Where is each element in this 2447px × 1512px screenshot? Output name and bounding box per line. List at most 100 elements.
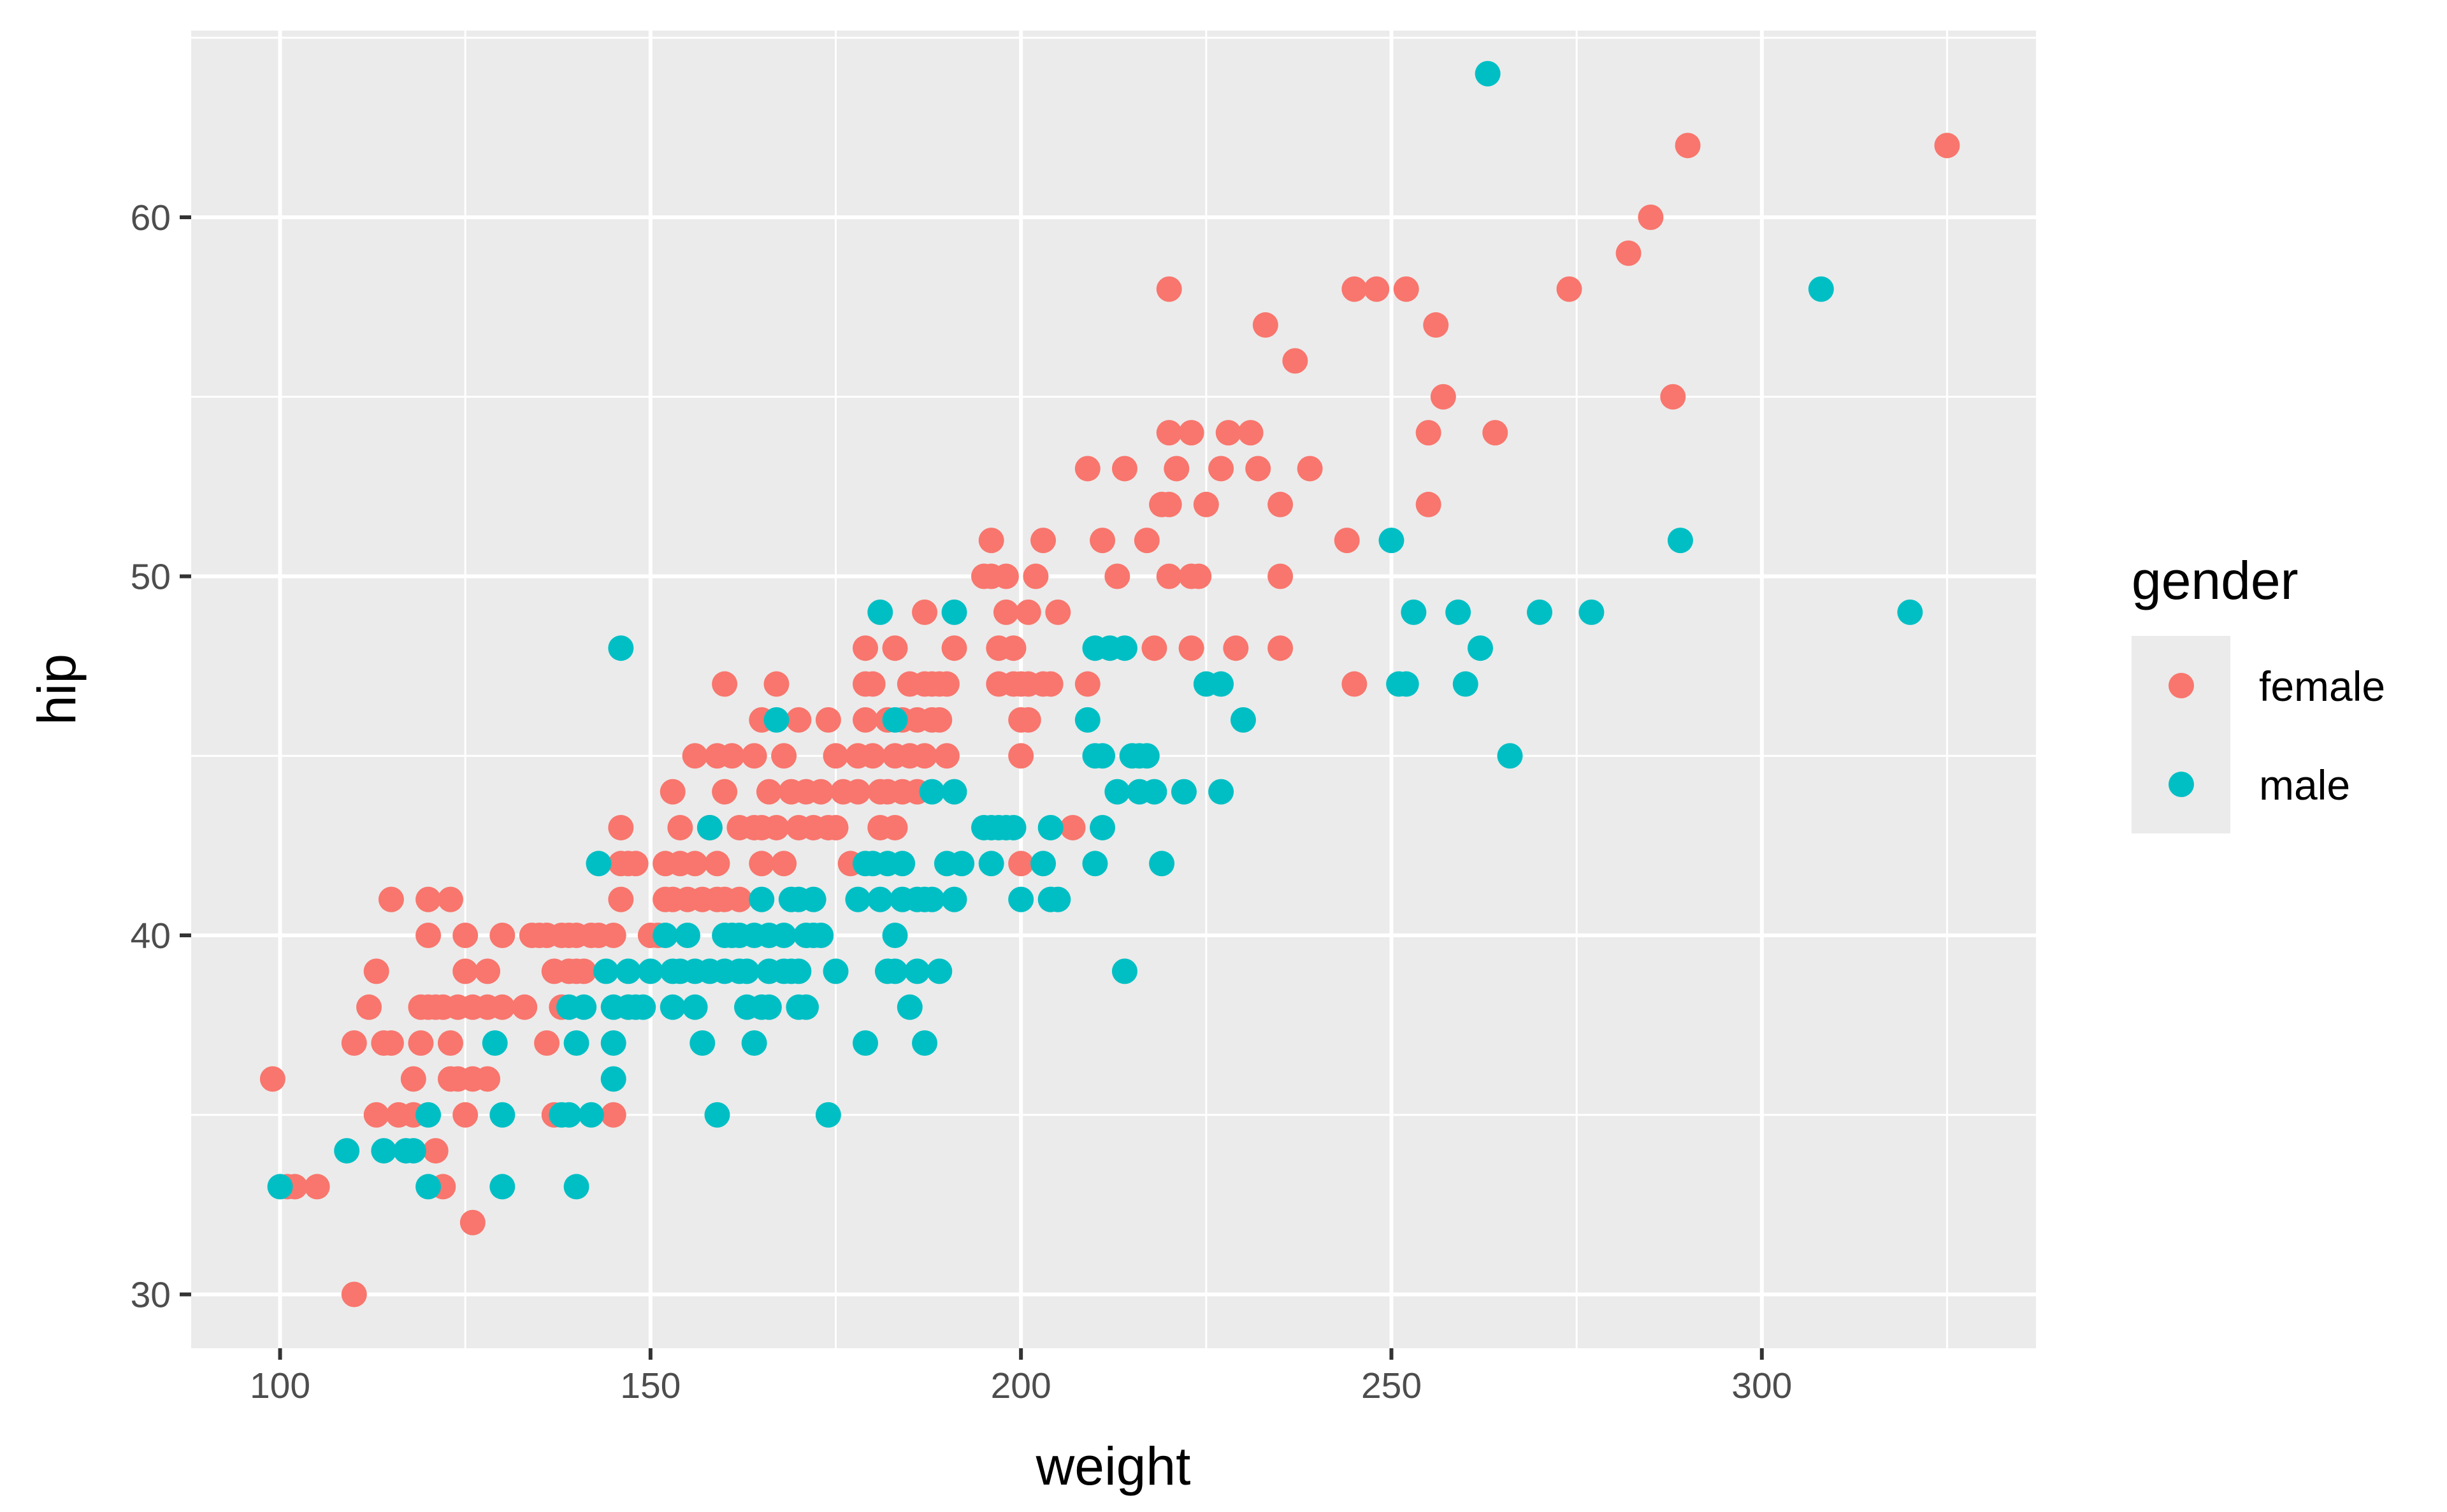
data-point-female: [452, 1102, 479, 1128]
data-point-male: [482, 1030, 508, 1056]
legend-label-male: male: [2259, 761, 2350, 809]
data-point-male: [845, 886, 871, 912]
data-point-male: [756, 994, 782, 1020]
data-point-male: [1208, 779, 1234, 805]
x-axis-title: weight: [1036, 1436, 1191, 1496]
data-point-male: [890, 851, 916, 877]
data-point-female: [1341, 671, 1368, 697]
data-point-female: [363, 958, 389, 984]
data-point-male: [1445, 599, 1471, 625]
data-point-male: [1667, 528, 1693, 554]
data-point-female: [1023, 563, 1049, 589]
data-point-male: [919, 779, 945, 805]
data-point-female: [1015, 707, 1041, 733]
data-point-male: [689, 1030, 716, 1056]
data-point-male: [1090, 814, 1116, 840]
data-point-female: [459, 1209, 486, 1235]
data-point-female: [341, 1281, 367, 1307]
data-point-male: [415, 1174, 442, 1200]
y-axis-ticks: 30 40 50 60: [131, 198, 191, 1315]
data-point-female: [712, 671, 738, 697]
data-point-male: [1468, 635, 1494, 661]
data-point-female: [941, 635, 967, 661]
data-point-female: [1178, 420, 1204, 446]
data-point-male: [615, 958, 641, 984]
data-point-female: [756, 779, 782, 805]
data-point-male: [1141, 779, 1167, 805]
data-point-female: [912, 743, 938, 769]
data-point-female: [1675, 133, 1701, 159]
data-point-female: [1134, 528, 1160, 554]
data-point-female: [259, 1066, 285, 1092]
data-point-female: [1267, 491, 1294, 517]
data-point-female: [475, 1066, 501, 1092]
data-point-male: [630, 994, 656, 1020]
data-point-male: [637, 958, 663, 984]
data-point-male: [815, 1102, 841, 1128]
data-point-male: [793, 994, 819, 1020]
data-point-female: [1104, 563, 1130, 589]
data-point-male: [800, 886, 826, 912]
data-point-female: [608, 814, 634, 840]
data-point-female: [860, 671, 886, 697]
data-point-male: [489, 1102, 516, 1128]
data-point-female: [437, 1030, 463, 1056]
data-point-female: [704, 851, 730, 877]
data-point-female: [1615, 240, 1642, 266]
data-point-female: [1008, 851, 1034, 877]
data-point-male: [1452, 671, 1478, 697]
data-point-male: [904, 958, 930, 984]
data-point-female: [600, 1102, 626, 1128]
data-point-male: [563, 1174, 589, 1200]
data-point-male: [415, 1102, 442, 1128]
data-point-female: [786, 707, 812, 733]
data-point-female: [1037, 671, 1064, 697]
data-point-male: [586, 851, 612, 877]
x-axis-ticks: 100 150 200 250 300: [250, 1348, 1792, 1406]
data-point-female: [912, 599, 938, 625]
data-point-female: [749, 851, 775, 877]
data-point-female: [993, 563, 1019, 589]
data-point-female: [1341, 276, 1368, 302]
y-tick-label: 30: [131, 1274, 171, 1315]
data-point-female: [1074, 456, 1101, 482]
data-point-female: [882, 635, 908, 661]
data-point-male: [1134, 743, 1160, 769]
data-point-female: [682, 851, 708, 877]
data-point-female: [741, 743, 767, 769]
data-point-female: [1297, 456, 1323, 482]
data-point-male: [1045, 886, 1071, 912]
data-point-male: [941, 779, 967, 805]
data-point-female: [356, 994, 382, 1020]
data-point-female: [1156, 563, 1182, 589]
data-point-female: [475, 958, 501, 984]
data-point-female: [378, 1030, 404, 1056]
data-point-female: [712, 779, 738, 805]
data-point-male: [1208, 671, 1234, 697]
data-point-female: [1223, 635, 1249, 661]
data-point-female: [623, 851, 649, 877]
x-tick-label: 150: [620, 1365, 681, 1406]
data-point-female: [1074, 671, 1101, 697]
data-point-male: [556, 1102, 582, 1128]
data-points: [259, 61, 1960, 1307]
y-tick-label: 50: [131, 557, 171, 598]
data-point-male: [919, 886, 945, 912]
data-point-female: [682, 743, 708, 769]
data-point-male: [927, 958, 953, 984]
data-point-female: [378, 886, 404, 912]
data-point-female: [608, 886, 634, 912]
data-point-female: [934, 743, 960, 769]
data-point-male: [578, 1102, 604, 1128]
data-point-male: [733, 958, 760, 984]
data-point-male: [867, 886, 893, 912]
data-point-male: [489, 1174, 516, 1200]
legend-key-background: [2132, 636, 2230, 833]
data-point-male: [941, 886, 967, 912]
data-point-male: [334, 1138, 360, 1164]
data-point-female: [1267, 563, 1294, 589]
data-point-female: [726, 886, 753, 912]
data-point-female: [660, 779, 686, 805]
data-point-male: [1149, 851, 1175, 877]
